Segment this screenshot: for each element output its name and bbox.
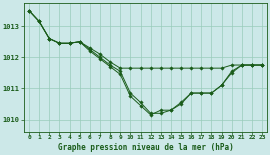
X-axis label: Graphe pression niveau de la mer (hPa): Graphe pression niveau de la mer (hPa) <box>58 143 234 152</box>
